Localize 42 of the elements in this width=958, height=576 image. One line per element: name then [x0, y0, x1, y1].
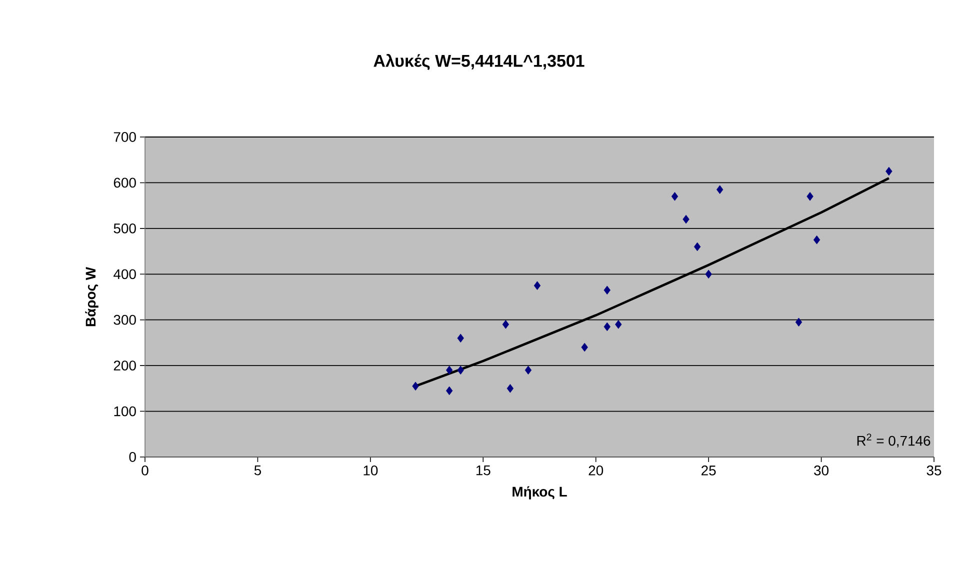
point [795, 318, 802, 327]
point [534, 281, 541, 290]
point [446, 386, 453, 396]
y-tick-label: 400 [114, 269, 136, 280]
point [886, 166, 892, 176]
y-axis-title: Βάρος W [85, 266, 98, 326]
chart-title: Αλυκές W=5,4414L^1,3501 [374, 54, 584, 70]
point [694, 242, 701, 252]
point [813, 235, 820, 244]
point [682, 214, 690, 224]
x-tick-label: 35 [926, 466, 942, 476]
point [502, 320, 510, 329]
point [412, 382, 419, 391]
y-tick-label: 200 [114, 360, 136, 371]
point [524, 366, 532, 375]
point [604, 286, 610, 295]
x-tick-label: 10 [364, 466, 378, 476]
x-tick-label: 0 [142, 466, 148, 476]
x-tick-label: 25 [702, 466, 716, 476]
x-tick-label: 20 [588, 466, 604, 476]
y-tick-label: 700 [114, 132, 136, 142]
y-tick-label: 0 [129, 452, 136, 462]
point [806, 192, 814, 201]
y-tick-label: 100 [114, 406, 136, 416]
x-tick-label: 5 [254, 466, 262, 476]
point [457, 366, 464, 375]
y-tick-label: 300 [114, 314, 136, 325]
y-tick-label: 600 [114, 178, 136, 188]
point [506, 384, 514, 393]
x-tick-label: 30 [814, 466, 829, 476]
point [615, 320, 622, 329]
annotation: R$^{2}$ = 0,7146 [857, 434, 930, 448]
point [604, 322, 610, 332]
point [581, 342, 588, 352]
point [446, 366, 453, 375]
point [705, 270, 712, 279]
point [716, 185, 724, 194]
x-tick-label: 15 [476, 466, 490, 476]
y-tick-label: 500 [114, 223, 136, 234]
point [457, 334, 464, 343]
x-axis-title: Μήκος L [512, 486, 567, 500]
point [671, 192, 678, 201]
